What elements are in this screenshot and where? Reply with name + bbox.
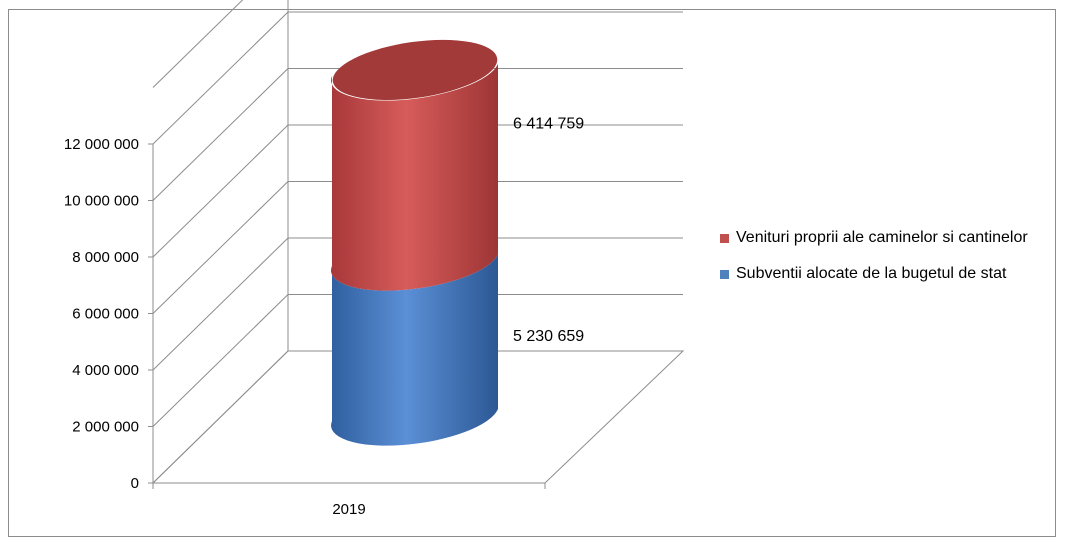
bar-top-cap	[332, 39, 498, 100]
x-tick-labels: 2019	[332, 501, 365, 518]
data-label: 5 230 659	[513, 328, 584, 345]
legend-swatch-venituri	[720, 234, 729, 243]
bar-segment	[331, 254, 498, 446]
y-tick-label: 4 000 000	[72, 362, 139, 379]
gridline-side	[152, 68, 289, 201]
y-tick-label: 10 000 000	[64, 193, 139, 210]
gridline-side	[152, 350, 289, 484]
chart-frame	[8, 9, 1056, 537]
bar-segment	[331, 63, 498, 291]
data-labels: 5 230 659 6 414 759	[513, 115, 584, 344]
y-tick-label: 8 000 000	[72, 249, 139, 266]
gridline-side	[152, 124, 289, 258]
legend-swatch-subventii	[720, 270, 729, 279]
y-tick-labels: 0 2 000 000 4 000 000 6 000 000 8 000 000 10 …	[64, 136, 139, 492]
bars	[331, 39, 498, 446]
data-label: 6 414 759	[513, 115, 584, 132]
y-tick-label: 0	[131, 475, 139, 492]
legend: Venituri proprii ale caminelor si cantin…	[720, 226, 1050, 298]
legend-label-venituri: Venituri proprii ale caminelor si cantin…	[736, 229, 1028, 246]
y-tick-label: 2 000 000	[72, 419, 139, 436]
axes	[148, 143, 546, 489]
y-tick-label: 12 000 000	[64, 136, 139, 153]
gridline-side	[152, 0, 244, 88]
gridline-side	[152, 237, 289, 371]
x-tick-label: 2019	[332, 501, 365, 518]
legend-label-subventii: Subventii alocate de la bugetul de stat	[736, 265, 1007, 282]
gridline-side	[152, 181, 289, 314]
legend-item-subventii: Subventii alocate de la bugetul de stat	[720, 262, 1050, 286]
gridline-side	[152, 11, 289, 145]
gridline-side	[152, 294, 289, 427]
y-tick-label: 6 000 000	[72, 306, 139, 323]
legend-item-venituri: Venituri proprii ale caminelor si cantin…	[720, 226, 1050, 250]
